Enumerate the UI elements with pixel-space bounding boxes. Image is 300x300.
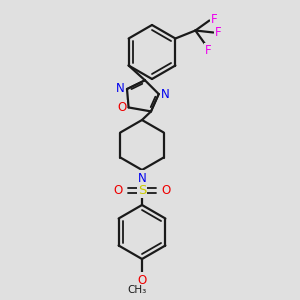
Text: N: N <box>116 82 124 94</box>
Text: O: O <box>113 184 123 196</box>
Text: F: F <box>211 13 218 26</box>
Text: N: N <box>138 172 146 184</box>
Text: S: S <box>138 184 146 196</box>
Text: CH₃: CH₃ <box>128 285 147 295</box>
Text: O: O <box>117 101 126 114</box>
Text: F: F <box>215 26 222 39</box>
Text: O: O <box>161 184 171 196</box>
Text: N: N <box>161 88 170 100</box>
Text: F: F <box>205 44 212 57</box>
Text: O: O <box>137 274 147 286</box>
